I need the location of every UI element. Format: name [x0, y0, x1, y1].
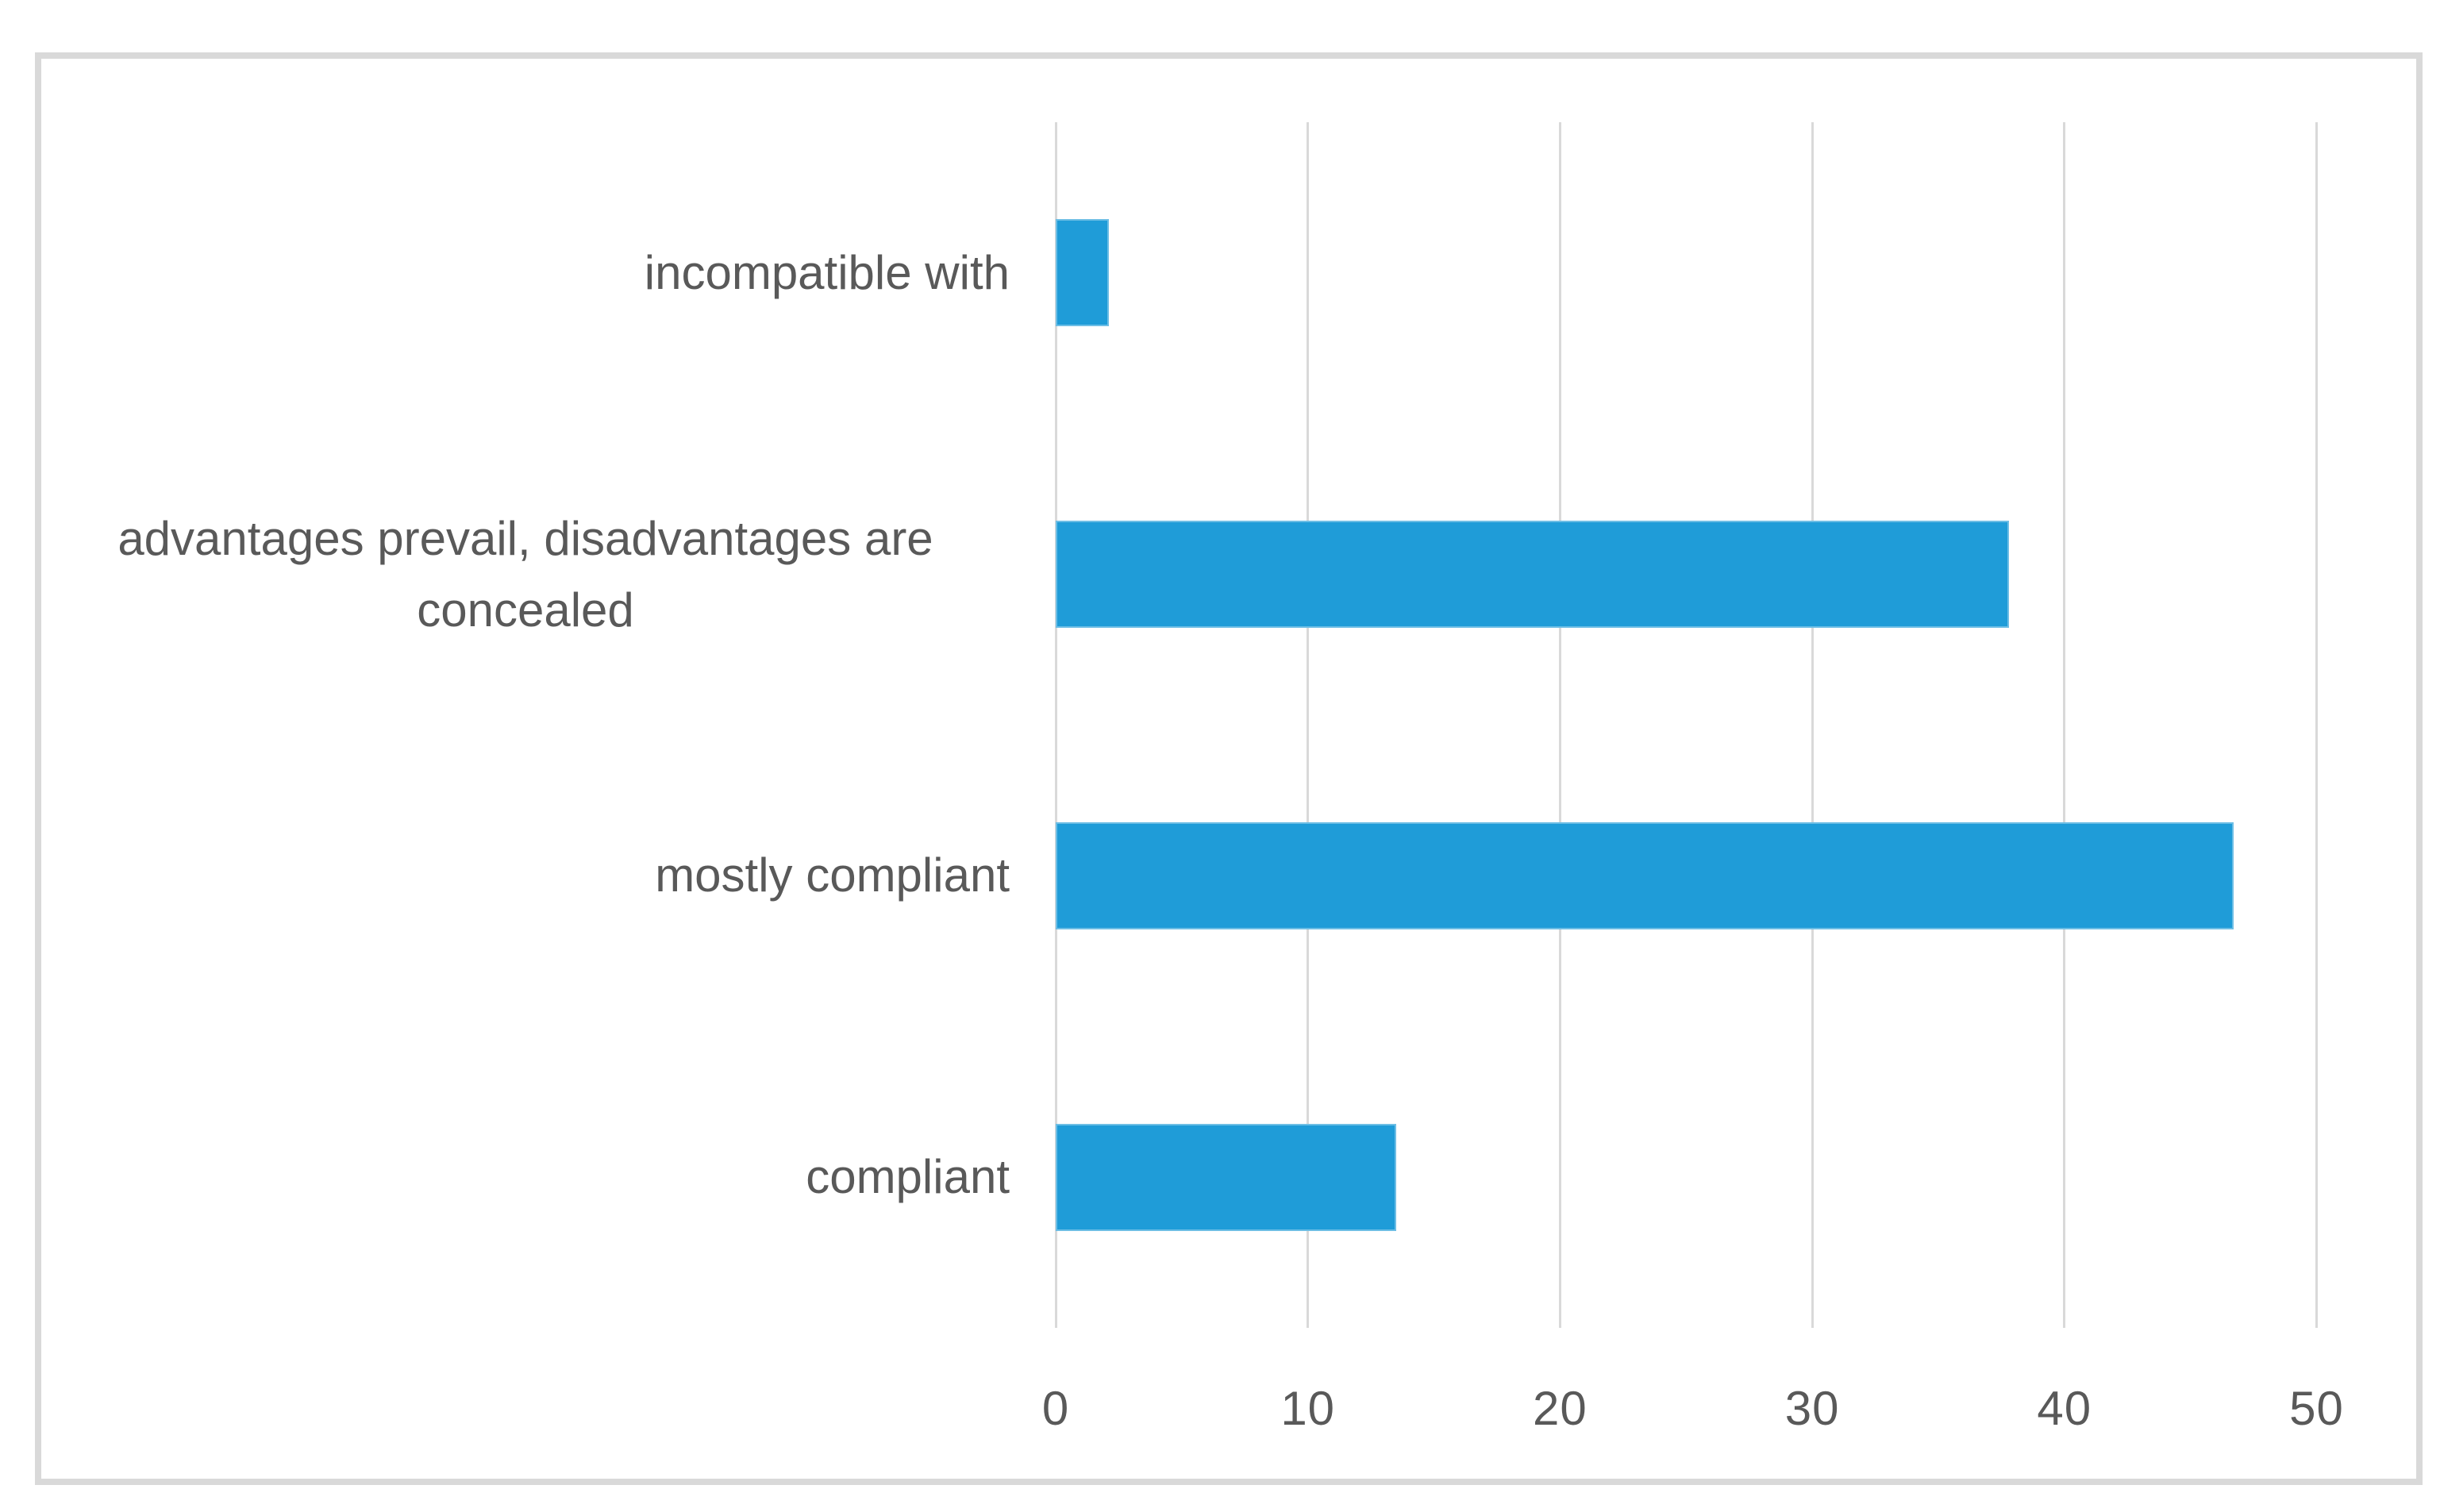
category-label-2: mostly compliant — [655, 848, 1010, 902]
bar-2 — [1056, 821, 2234, 929]
gridline-x-10 — [1307, 122, 1310, 1328]
category-label-1: advantages prevail, disadvantages are co… — [117, 511, 933, 637]
bar-1 — [1056, 521, 2009, 629]
category-label-3: compliant — [806, 1150, 1010, 1204]
category-row-1: advantages prevail, disadvantages are co… — [41, 424, 1010, 725]
x-tick-label-40: 40 — [2037, 1382, 2092, 1435]
bar-0 — [1056, 219, 1109, 327]
category-row-2: mostly compliant — [41, 725, 1010, 1027]
category-row-3: compliant — [41, 1026, 1010, 1328]
x-tick-label-0: 0 — [1041, 1382, 1070, 1435]
category-row-0: incompatible with — [41, 122, 1010, 424]
bar-3 — [1056, 1123, 1396, 1231]
gridline-x-40 — [2063, 122, 2066, 1328]
gridline-x-30 — [1811, 122, 1814, 1328]
x-tick-label-50: 50 — [2289, 1382, 2344, 1435]
x-tick-label-30: 30 — [1784, 1382, 1840, 1435]
gridline-x-50 — [2315, 122, 2318, 1328]
gridline-x-20 — [1558, 122, 1561, 1328]
chart-frame: 0 10 20 30 40 50 incompatible with advantages … — [35, 52, 2423, 1485]
category-label-0: incompatible with — [644, 245, 1010, 299]
x-tick-label-10: 10 — [1280, 1382, 1336, 1435]
gridline-x-0 — [1054, 122, 1057, 1328]
x-tick-label-20: 20 — [1533, 1382, 1588, 1435]
